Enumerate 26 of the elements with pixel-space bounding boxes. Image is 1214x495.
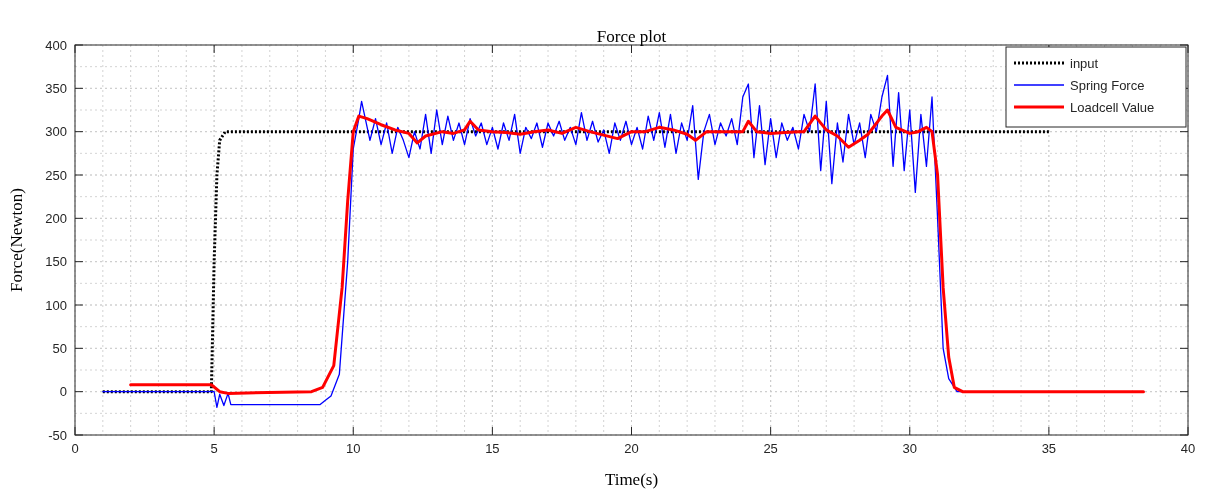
- x-tick-label: 35: [1041, 441, 1057, 456]
- y-tick-label: 150: [45, 254, 67, 270]
- y-axis-title: Force(Newton): [7, 188, 26, 292]
- chart-title: Force plot: [596, 27, 667, 46]
- x-tick-label: 40: [1180, 441, 1196, 456]
- y-tick-label: 50: [52, 340, 67, 356]
- x-tick-label: 20: [624, 441, 639, 456]
- legend-label: Spring Force: [1070, 77, 1145, 93]
- legend-label: Loadcell Value: [1070, 99, 1155, 115]
- y-tick-label: -50: [48, 427, 67, 443]
- x-tick-label: 15: [485, 441, 500, 456]
- x-axis-title: Time(s): [604, 470, 659, 489]
- x-tick-label: 10: [346, 441, 361, 456]
- x-tick-label: 25: [763, 441, 778, 456]
- y-tick-label: 400: [45, 37, 67, 53]
- y-tick-label: 100: [45, 297, 67, 313]
- y-tick-label: 200: [45, 210, 67, 226]
- y-tick-label: 350: [45, 80, 67, 96]
- x-tick-label: 5: [210, 441, 218, 456]
- x-tick-label: 0: [71, 441, 79, 456]
- legend-label: input: [1070, 55, 1099, 71]
- y-tick-label: 250: [45, 167, 67, 183]
- y-tick-label: 300: [45, 124, 67, 140]
- y-tick-label: 0: [59, 384, 67, 400]
- x-tick-label: 30: [902, 441, 917, 456]
- line-series: [101, 130, 1051, 394]
